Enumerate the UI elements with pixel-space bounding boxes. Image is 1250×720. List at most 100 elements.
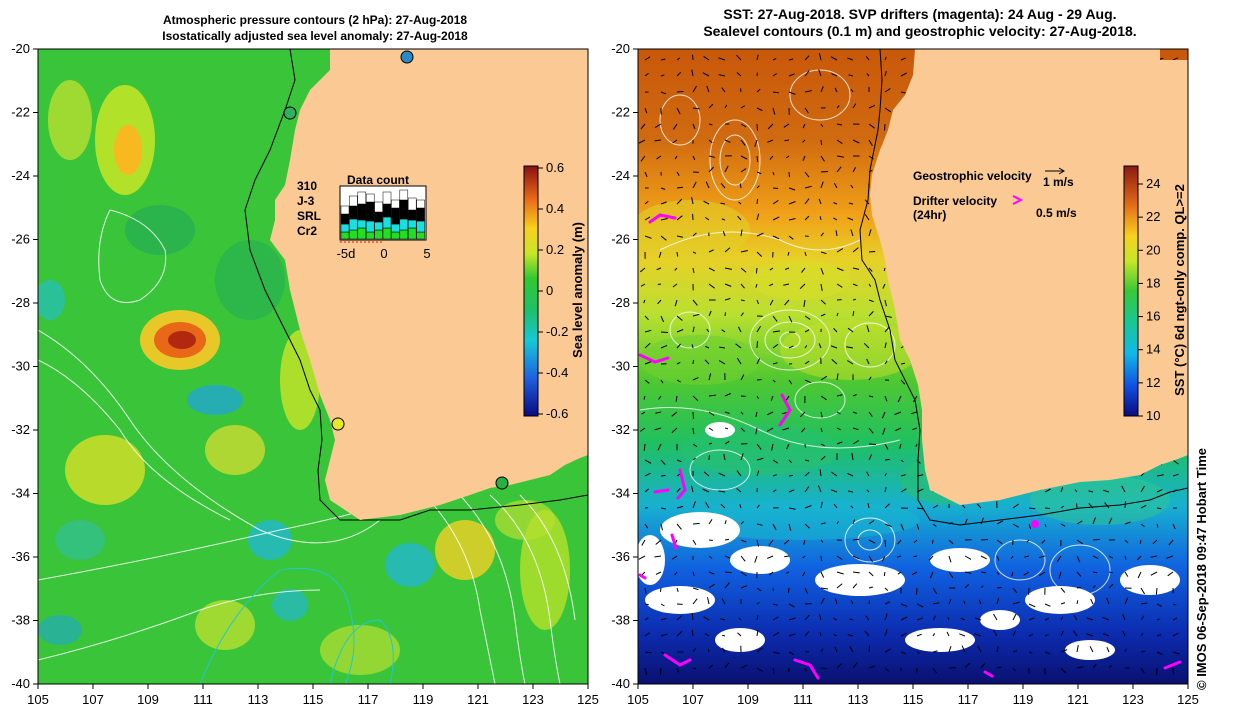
velocity-arrow: [900, 474, 906, 477]
velocity-arrow: [640, 283, 646, 287]
velocity-arrow: [692, 457, 696, 461]
velocity-arrow: [691, 613, 694, 621]
velocity-arrow: [820, 155, 825, 162]
velocity-arrow: [644, 342, 651, 349]
velocity-arrow: [737, 632, 742, 637]
velocity-arrow: [804, 185, 812, 189]
velocity-arrow: [1012, 650, 1018, 653]
velocity-arrow: [788, 474, 793, 477]
geostrophic-scale-label: 1 m/s: [1043, 175, 1074, 189]
velocity-arrow: [916, 651, 921, 654]
velocity-arrow: [818, 69, 822, 77]
velocity-arrow: [1058, 571, 1062, 579]
right-lon-tick-label: 119: [1013, 692, 1034, 707]
velocity-arrow: [868, 139, 873, 146]
velocity-arrow: [672, 139, 678, 144]
velocity-arrow: [756, 251, 763, 257]
velocity-arrow: [756, 88, 761, 93]
velocity-arrow: [820, 597, 825, 605]
velocity-arrow: [643, 395, 646, 400]
left-lat-tick-label: -26: [11, 232, 30, 247]
velocity-arrow: [782, 427, 790, 431]
velocity-arrow: [692, 326, 695, 333]
sst-colorbar-tick-label: 24: [1146, 176, 1160, 191]
velocity-arrow: [847, 634, 854, 637]
velocity-arrow: [836, 105, 840, 109]
data-count-bar-segment: [416, 231, 425, 240]
right-map-title: SST: 27-Aug-2018. SVP drifters (magenta)…: [620, 6, 1220, 40]
velocity-arrow: [848, 490, 854, 493]
velocity-arrow: [1076, 600, 1079, 605]
velocity-arrow: [702, 72, 710, 77]
velocity-arrow: [980, 571, 987, 574]
velocity-arrow: [756, 299, 759, 305]
velocity-arrow: [644, 56, 651, 61]
data-count-bar-segment: [365, 193, 375, 203]
data-count-axis: -5d 0 5: [337, 246, 431, 261]
velocity-arrow: [836, 521, 839, 525]
velocity-arrow: [740, 139, 746, 146]
velocity-arrow: [702, 488, 710, 493]
velocity-arrow: [772, 459, 778, 464]
velocity-arrow: [738, 201, 742, 205]
velocity-arrow: [900, 362, 906, 365]
velocity-arrow: [852, 583, 858, 589]
velocity-arrow: [772, 57, 777, 61]
velocity-arrow: [948, 555, 952, 563]
velocity-arrow: [932, 615, 937, 621]
velocity-arrow: [868, 395, 874, 398]
velocity-arrow: [756, 470, 760, 477]
velocity-arrow: [868, 571, 874, 577]
velocity-arrow: [978, 599, 982, 605]
velocity-arrow: [784, 267, 790, 270]
data-count-bar-segment: [391, 199, 400, 209]
velocity-arrow: [724, 427, 729, 430]
velocity-arrow: [674, 299, 678, 307]
velocity-arrow: [802, 155, 806, 161]
velocity-arrow: [1026, 539, 1030, 543]
velocity-arrow: [820, 181, 824, 189]
velocity-arrow: [977, 645, 982, 653]
velocity-arrow: [708, 555, 713, 559]
velocity-arrow: [660, 633, 668, 637]
velocity-arrow: [660, 344, 668, 349]
velocity-arrow: [692, 647, 697, 653]
velocity-arrow: [900, 379, 906, 385]
velocity-arrow: [1041, 539, 1046, 544]
velocity-arrow: [720, 503, 726, 509]
velocity-arrow: [852, 662, 858, 669]
velocity-arrow: [836, 555, 843, 560]
left-lat-tick-label: -22: [11, 105, 30, 120]
velocity-arrow: [1156, 489, 1163, 493]
velocity-arrow: [644, 72, 649, 77]
data-count-bar-segment: [349, 205, 358, 220]
velocity-arrow: [1012, 587, 1018, 594]
right-australia-landmass: [870, 49, 1188, 505]
tide-gauge-markers: [283, 50, 509, 490]
velocity-arrow: [786, 571, 790, 574]
velocity-arrow: [740, 250, 748, 253]
data-count-bar-segment: [382, 216, 392, 229]
velocity-arrow: [658, 251, 662, 258]
velocity-arrow: [868, 311, 874, 317]
velocity-arrow: [672, 283, 678, 288]
velocity-arrow: [802, 555, 806, 559]
velocity-arrow: [671, 427, 678, 434]
velocity-arrow: [1122, 613, 1126, 621]
velocity-arrow: [868, 519, 875, 525]
sst-colorbar-tick-label: 14: [1146, 342, 1160, 357]
velocity-arrow: [996, 520, 1004, 525]
drifter-scale-label: 0.5 m/s: [1036, 206, 1077, 220]
velocity-arrow: [703, 55, 710, 61]
velocity-arrow: [660, 459, 666, 465]
velocity-arrow: [692, 427, 695, 435]
velocity-arrow: [1073, 615, 1078, 621]
left-lat-tick-label: -34: [11, 486, 30, 501]
velocity-arrow: [883, 267, 886, 272]
velocity-arrow: [660, 58, 666, 61]
velocity-arrow: [788, 218, 796, 221]
velocity-arrow: [705, 181, 710, 189]
velocity-arrow: [740, 664, 748, 669]
velocity-arrow: [657, 283, 662, 286]
velocity-arrow: [916, 603, 924, 608]
